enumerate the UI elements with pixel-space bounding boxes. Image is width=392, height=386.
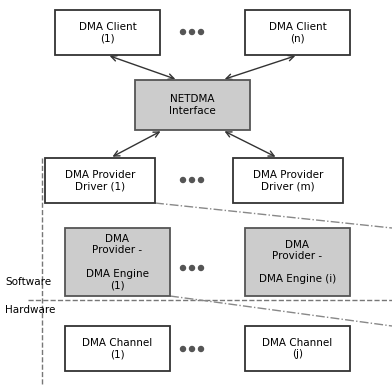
Bar bbox=[245, 10, 350, 55]
Circle shape bbox=[189, 178, 194, 183]
Bar bbox=[65, 228, 170, 296]
Text: DMA Provider
Driver (m): DMA Provider Driver (m) bbox=[253, 170, 323, 191]
Text: DMA Client
(n): DMA Client (n) bbox=[269, 22, 327, 43]
Text: DMA Client
(1): DMA Client (1) bbox=[79, 22, 136, 43]
Bar bbox=[135, 80, 250, 130]
Bar bbox=[55, 10, 160, 55]
Bar bbox=[233, 158, 343, 203]
Circle shape bbox=[189, 29, 194, 34]
Text: DMA Provider
Driver (1): DMA Provider Driver (1) bbox=[65, 170, 135, 191]
Circle shape bbox=[198, 29, 203, 34]
Text: Software: Software bbox=[5, 277, 51, 287]
Circle shape bbox=[189, 347, 194, 352]
Circle shape bbox=[180, 29, 185, 34]
Bar bbox=[45, 158, 155, 203]
Text: DMA
Provider -

DMA Engine
(1): DMA Provider - DMA Engine (1) bbox=[86, 234, 149, 290]
Circle shape bbox=[180, 347, 185, 352]
Text: NETDMA
Interface: NETDMA Interface bbox=[169, 94, 216, 116]
Text: DMA Channel
(1): DMA Channel (1) bbox=[82, 338, 152, 359]
Text: Hardware: Hardware bbox=[5, 305, 55, 315]
Circle shape bbox=[198, 178, 203, 183]
Circle shape bbox=[189, 266, 194, 271]
Circle shape bbox=[180, 178, 185, 183]
Text: DMA
Provider -

DMA Engine (i): DMA Provider - DMA Engine (i) bbox=[259, 240, 336, 284]
Bar bbox=[245, 228, 350, 296]
Circle shape bbox=[198, 266, 203, 271]
Bar bbox=[245, 326, 350, 371]
Circle shape bbox=[198, 347, 203, 352]
Text: DMA Channel
(j): DMA Channel (j) bbox=[262, 338, 333, 359]
Bar bbox=[65, 326, 170, 371]
Circle shape bbox=[180, 266, 185, 271]
